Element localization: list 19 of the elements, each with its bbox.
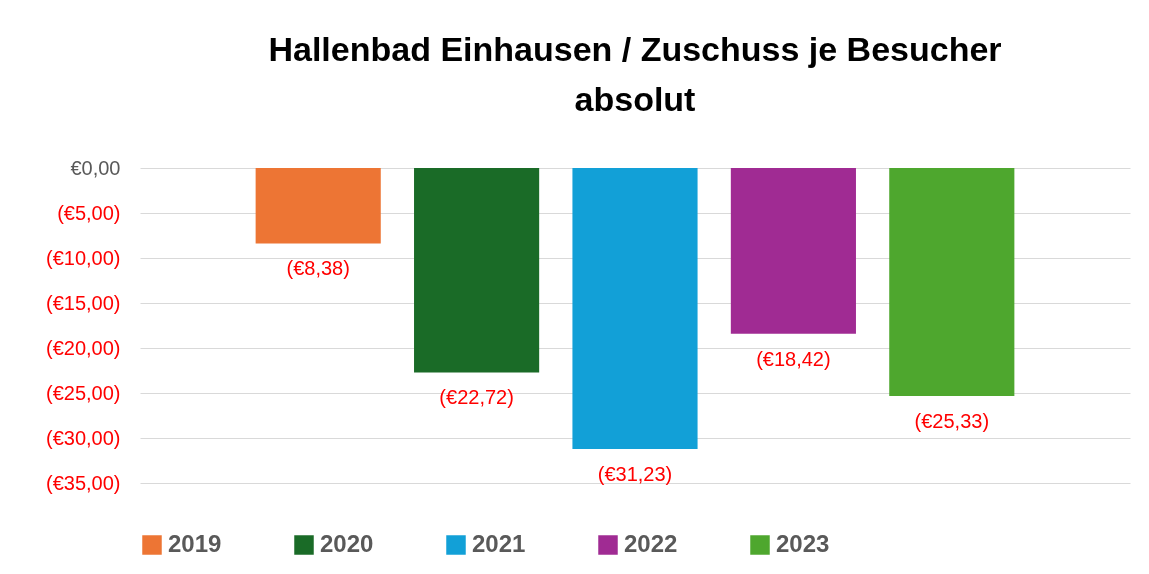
data-label: (€25,33): [914, 409, 990, 432]
y-tick-label: (€5,00): [57, 201, 121, 224]
data-label: (€22,72): [439, 386, 514, 409]
y-tick-label: €0,00: [70, 156, 121, 179]
data-label: (€8,38): [286, 257, 350, 280]
legend-label: 2020: [320, 530, 374, 557]
y-tick-label: (€15,00): [46, 291, 121, 314]
y-tick-label: (€35,00): [46, 471, 121, 494]
legend-label: 2023: [776, 530, 830, 557]
y-tick-label: (€25,00): [46, 381, 121, 404]
y-tick-label: (€10,00): [46, 246, 121, 269]
legend-label: 2022: [624, 530, 678, 557]
chart-title: Hallenbad Einhausen / Zuschuss je Besucher absolut: [268, 30, 1002, 118]
y-tick-label: (€20,00): [46, 336, 121, 359]
data-label: (€18,42): [756, 347, 831, 370]
y-tick-label: (€30,00): [46, 426, 121, 449]
legend-label: 2019: [168, 530, 222, 557]
data-label: (€31,23): [597, 463, 673, 486]
legend-label: 2021: [472, 530, 526, 557]
